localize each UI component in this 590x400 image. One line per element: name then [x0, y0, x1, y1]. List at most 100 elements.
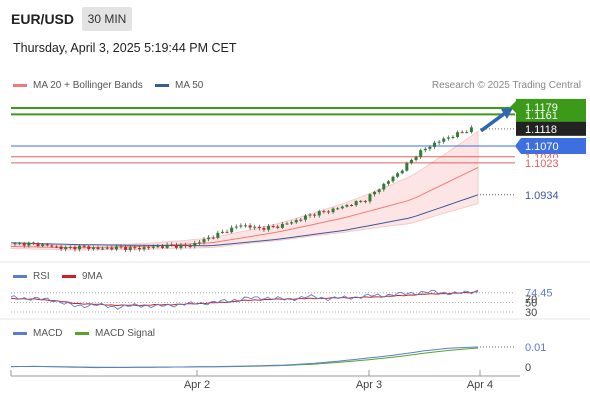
- candle-body: [396, 173, 400, 177]
- candle-body: [202, 239, 206, 243]
- macd-signal-line: [10, 347, 479, 368]
- candle-body: [322, 211, 326, 213]
- candle-body: [13, 243, 17, 245]
- macd-line: [10, 346, 479, 369]
- candle-body: [64, 247, 68, 250]
- candle-body: [137, 247, 141, 250]
- candle-body: [400, 170, 404, 174]
- rsi-70-label: 70: [525, 294, 537, 306]
- candle-body: [31, 242, 35, 244]
- candle-body: [336, 208, 340, 210]
- candle-body: [423, 148, 427, 151]
- candle-body: [59, 246, 63, 250]
- candle-body: [244, 225, 247, 227]
- candle-body: [299, 219, 303, 221]
- candle-body: [87, 246, 91, 250]
- legend-macd-signal: MACD Signal: [75, 328, 155, 339]
- forecast-arrow: [479, 107, 513, 133]
- candle-body: [82, 245, 86, 247]
- candle-body: [220, 231, 224, 233]
- x-axis-labels: Apr 2 Apr 3 Apr 4: [184, 370, 493, 391]
- candle-body: [216, 232, 220, 238]
- legend-ma20: MA 20 + Bollinger Bands: [13, 80, 143, 91]
- candlesticks: [13, 125, 473, 253]
- candle-body: [114, 246, 118, 250]
- candle-body: [354, 201, 358, 206]
- candle-body: [280, 223, 284, 228]
- candle-body: [290, 222, 294, 224]
- candle-body: [27, 242, 31, 246]
- candle-body: [451, 137, 455, 139]
- candle-body: [428, 146, 432, 149]
- support-2-bg: [516, 157, 586, 168]
- candle-body: [363, 200, 367, 202]
- candle-body: [267, 226, 271, 230]
- candle-body: [239, 225, 243, 227]
- timestamp: Thursday, April 3, 2025 5:19:44 PM CET: [13, 41, 237, 55]
- candle-body: [179, 245, 183, 248]
- rsi-swatch: [13, 274, 27, 278]
- macd-zero-label: 0: [525, 362, 531, 374]
- candle-body: [437, 141, 441, 143]
- support-2-label: 1.1023: [525, 158, 559, 170]
- resistance-2-label: 1.1161: [525, 110, 558, 122]
- candle-body: [105, 247, 109, 249]
- price-axis-labels: 1.11611.11791.11181.10701.10401.10231.09…: [510, 98, 586, 202]
- candle-body: [188, 245, 192, 247]
- candle-body: [142, 247, 146, 250]
- candle-body: [262, 228, 266, 230]
- symbol-title: EUR/USD: [11, 11, 75, 27]
- candle-body: [41, 244, 45, 247]
- candle-body: [308, 214, 312, 216]
- rsi-50-label: 50: [525, 297, 537, 309]
- candle-body: [446, 137, 450, 139]
- x-tick-label: Apr 2: [184, 379, 210, 391]
- candle-body: [68, 246, 72, 248]
- candle-body: [184, 245, 188, 247]
- candle-body: [50, 245, 54, 247]
- chart-header: EUR/USD 30 MIN: [0, 0, 590, 38]
- bollinger-bands: [10, 130, 479, 251]
- candle-body: [225, 231, 229, 233]
- candle-body: [386, 181, 390, 184]
- candle-body: [211, 237, 215, 239]
- candle-body: [326, 211, 330, 213]
- legend-rsi-ma-label: 9MA: [82, 271, 103, 282]
- macd-swatch: [13, 331, 27, 335]
- candle-body: [174, 245, 178, 248]
- candle-body: [230, 227, 234, 233]
- timeframe-button[interactable]: 30 MIN: [82, 7, 132, 31]
- candle-body: [101, 248, 105, 250]
- candle-body: [276, 226, 280, 228]
- macd-panel: 0.01 0: [10, 342, 546, 374]
- candle-body: [382, 183, 386, 190]
- candle-body: [469, 127, 473, 133]
- price-levels: [11, 106, 515, 196]
- rsi-line: [10, 289, 479, 310]
- candle-body: [124, 247, 128, 250]
- rsi-ma-swatch: [62, 274, 76, 278]
- last-price-label: 1.1118: [525, 124, 557, 136]
- candle-body: [78, 245, 82, 250]
- ma50-value-label: 1.0934: [525, 190, 559, 202]
- candle-body: [414, 157, 418, 160]
- candle-body: [170, 244, 174, 246]
- pivot-label-box: [515, 138, 586, 155]
- resistance-1-label: 1.1179: [525, 102, 558, 114]
- candle-body: [442, 138, 446, 142]
- candle-body: [368, 194, 372, 202]
- arrow-head: [501, 107, 513, 119]
- candle-body: [147, 247, 151, 249]
- legend-macd-label: MACD: [33, 328, 63, 339]
- candle-body: [36, 243, 40, 247]
- x-tick-label: Apr 3: [356, 379, 382, 391]
- rsi-value-label: 74.45: [525, 288, 553, 300]
- candle-body: [391, 176, 395, 182]
- candle-body: [128, 247, 132, 250]
- candle-body: [271, 226, 275, 228]
- candle-body: [151, 246, 155, 248]
- candle-body: [345, 205, 349, 207]
- source-credit: Research © 2025 Trading Central: [431, 80, 581, 91]
- candle-body: [373, 191, 377, 195]
